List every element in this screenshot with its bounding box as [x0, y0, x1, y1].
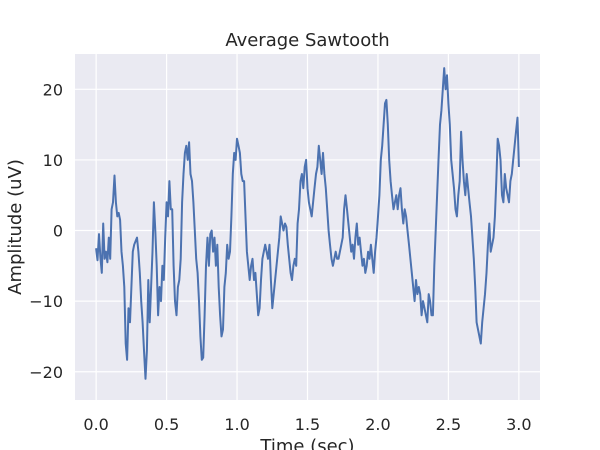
x-tick-label: 1.5 [295, 415, 320, 434]
x-axis-title: Time (sec) [259, 436, 354, 450]
tick-labels: 0.0 0.5 1.0 1.5 2.0 2.5 3.0 −20 −10 0 10 20 [29, 80, 531, 434]
y-tick-label: 0 [53, 222, 63, 241]
y-tick-label: 10 [43, 151, 63, 170]
y-tick-label: −10 [29, 292, 63, 311]
chart-title: Average Sawtooth [225, 30, 389, 51]
x-tick-label: 0.5 [154, 415, 179, 434]
y-tick-label: −20 [29, 363, 63, 382]
x-tick-label: 2.0 [365, 415, 390, 434]
y-tick-label: 20 [43, 80, 63, 99]
x-tick-label: 0.0 [83, 415, 108, 434]
x-tick-label: 3.0 [506, 415, 531, 434]
y-axis-title: Amplitude (uV) [5, 159, 26, 295]
x-tick-label: 2.5 [436, 415, 461, 434]
x-tick-label: 1.0 [224, 415, 249, 434]
series-line [95, 67, 520, 380]
